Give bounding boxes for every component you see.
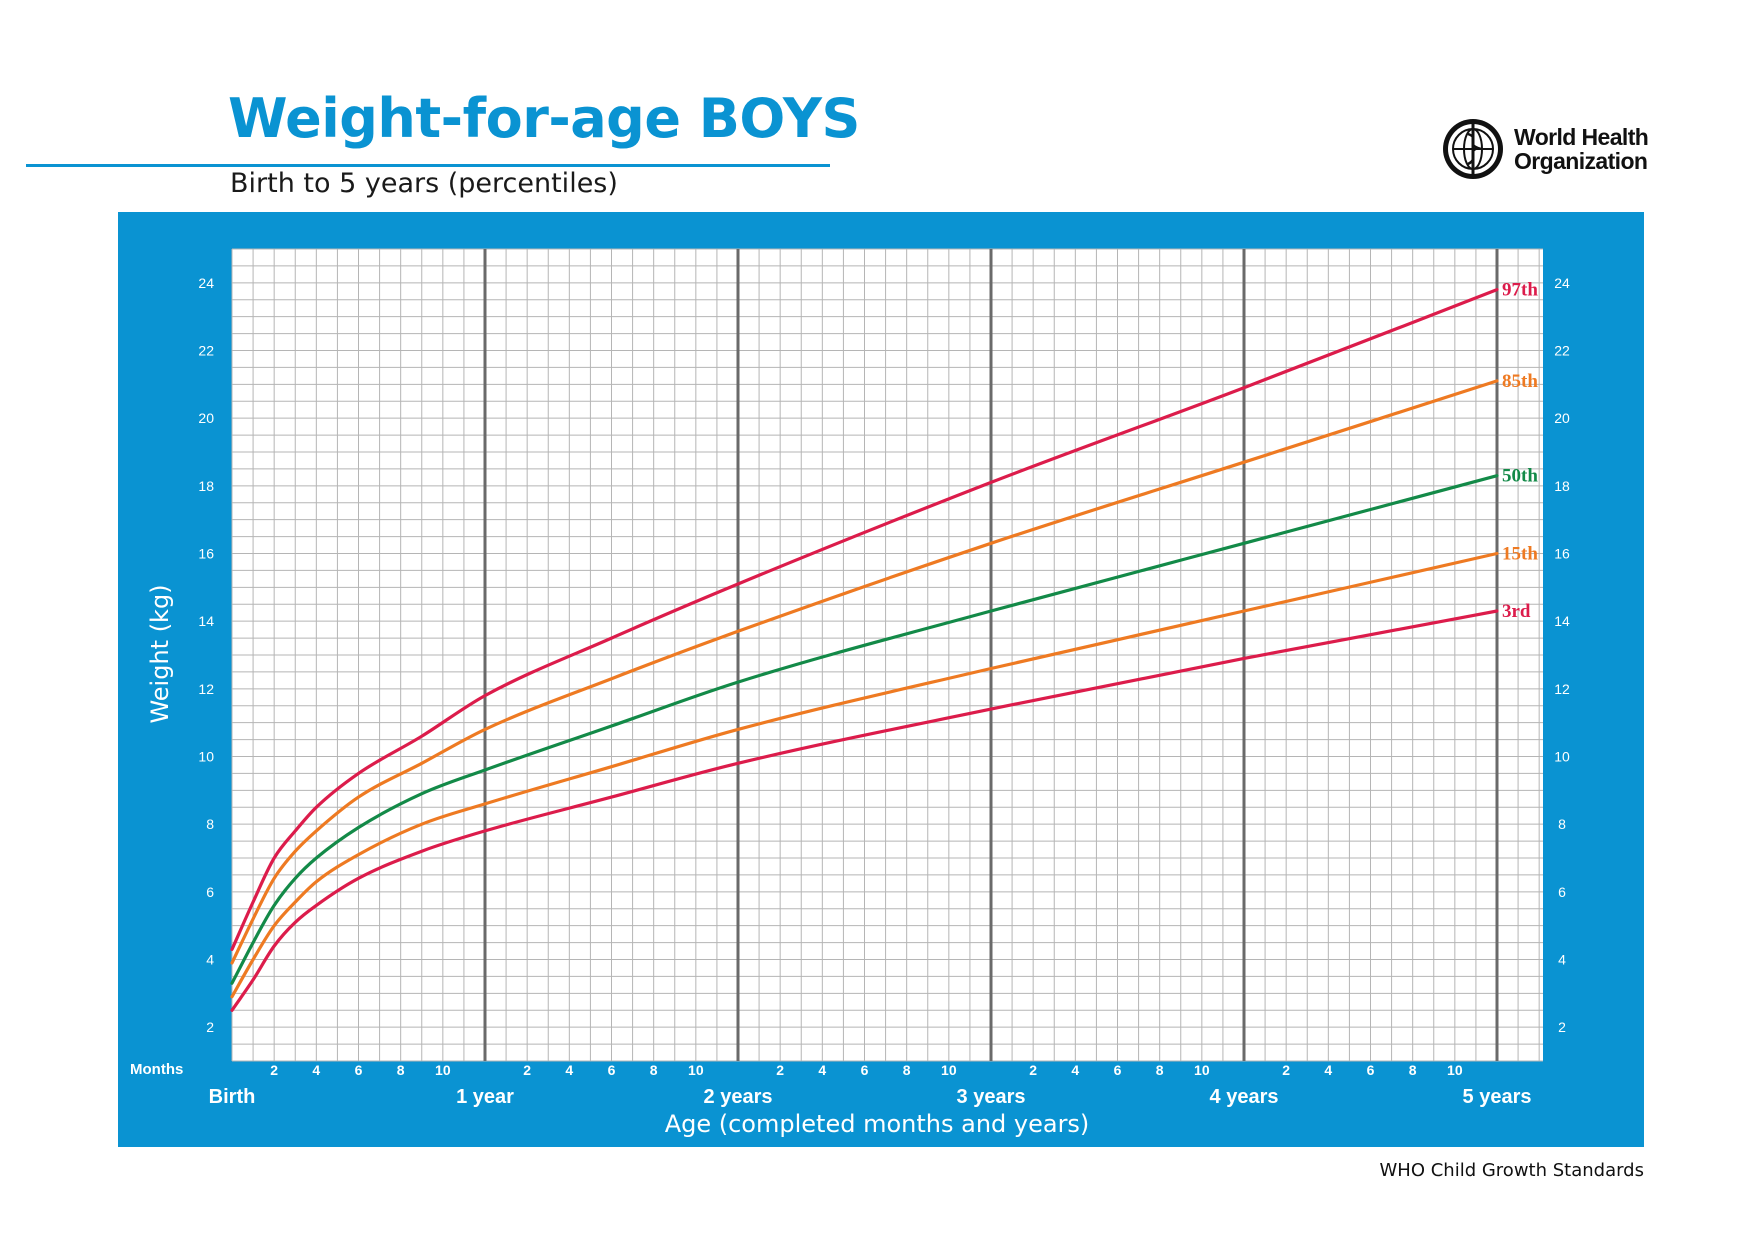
x-tick-label-month: 2 — [1282, 1062, 1290, 1078]
y-tick-label-left: 22 — [198, 343, 214, 359]
y-tick-label-left: 2 — [206, 1019, 214, 1035]
y-axis-label: Weight (kg) — [146, 584, 174, 723]
x-tick-label-month: 8 — [397, 1062, 405, 1078]
x-axis-label: Age (completed months and years) — [665, 1110, 1090, 1138]
x-tick-label-month: 2 — [270, 1062, 278, 1078]
x-tick-label-month: 8 — [1409, 1062, 1417, 1078]
x-tick-label-year: 5 years — [1463, 1086, 1532, 1108]
y-tick-label-left: 16 — [198, 546, 214, 562]
series-line-85th — [230, 379, 1499, 965]
x-tick-label-month: 10 — [1447, 1062, 1463, 1078]
chart-subtitle: Birth to 5 years (percentiles) — [230, 168, 618, 199]
y-tick-label-left: 4 — [206, 952, 214, 968]
series-label-85th: 85th — [1502, 371, 1538, 392]
x-tick-label-month: 4 — [1324, 1062, 1332, 1078]
x-tick-label-month: 10 — [1194, 1062, 1210, 1078]
y-tick-label-left: 24 — [198, 275, 214, 291]
x-tick-label-month: 2 — [776, 1062, 784, 1078]
y-tick-label-right: 4 — [1558, 952, 1566, 968]
x-tick-label-year: 3 years — [957, 1086, 1026, 1108]
x-tick-label-month: 6 — [1114, 1062, 1122, 1078]
series-label-97th: 97th — [1502, 280, 1538, 301]
y-tick-label-right: 6 — [1558, 884, 1566, 900]
series-line-3rd — [230, 609, 1499, 1012]
x-tick-label-month: 4 — [565, 1062, 573, 1078]
x-tick-label-month: 8 — [650, 1062, 658, 1078]
y-tick-label-left: 8 — [206, 816, 214, 832]
chart-title: Weight-for-age BOYS — [228, 87, 860, 150]
series-label-3rd: 3rd — [1502, 601, 1531, 622]
who-logo: World Health Organization — [1440, 116, 1650, 182]
series-line-15th — [230, 551, 1499, 999]
y-tick-label-left: 18 — [198, 478, 214, 494]
x-tick-label-month: 2 — [1029, 1062, 1037, 1078]
x-tick-label-year: 2 years — [704, 1086, 773, 1108]
x-tick-label-month: 8 — [1156, 1062, 1164, 1078]
x-tick-label-month: 10 — [688, 1062, 704, 1078]
x-tick-label-month: 4 — [1071, 1062, 1079, 1078]
x-tick-label-month: 6 — [608, 1062, 616, 1078]
y-tick-label-right: 16 — [1554, 546, 1570, 562]
y-tick-label-left: 14 — [198, 613, 214, 629]
series-label-50th: 50th — [1502, 466, 1538, 487]
x-tick-label-year: Birth — [209, 1086, 256, 1108]
y-tick-label-right: 10 — [1554, 749, 1570, 765]
x-tick-label-month: 10 — [435, 1062, 451, 1078]
who-logo-line2: Organization — [1514, 148, 1648, 174]
x-tick-label-month: 6 — [355, 1062, 363, 1078]
y-tick-label-right: 24 — [1554, 275, 1570, 291]
series-line-50th — [230, 474, 1499, 985]
x-tick-label-month: 2 — [523, 1062, 531, 1078]
who-emblem-icon — [1443, 119, 1503, 179]
series-label-15th: 15th — [1502, 544, 1538, 565]
title-underline — [26, 164, 830, 167]
y-tick-label-right: 18 — [1554, 478, 1570, 494]
x-tick-label-month: 8 — [903, 1062, 911, 1078]
series-line-97th — [230, 288, 1499, 951]
x-tick-label-month: 6 — [1367, 1062, 1375, 1078]
y-tick-label-right: 2 — [1558, 1019, 1566, 1035]
x-tick-label-month: 10 — [941, 1062, 957, 1078]
y-tick-label-right: 20 — [1554, 410, 1570, 426]
months-label: Months — [130, 1061, 183, 1078]
x-tick-label-year: 1 year — [456, 1086, 514, 1108]
y-tick-label-left: 12 — [198, 681, 214, 697]
x-tick-label-month: 6 — [861, 1062, 869, 1078]
x-tick-label-month: 4 — [818, 1062, 826, 1078]
x-tick-label-year: 4 years — [1210, 1086, 1279, 1108]
y-tick-label-right: 22 — [1554, 343, 1570, 359]
y-tick-label-right: 8 — [1558, 816, 1566, 832]
y-tick-label-left: 10 — [198, 749, 214, 765]
y-tick-label-left: 6 — [206, 884, 214, 900]
footer-credit: WHO Child Growth Standards — [1379, 1160, 1645, 1181]
who-logo-text: World Health Organization — [1514, 124, 1649, 174]
who-logo-line1: World Health — [1514, 124, 1649, 150]
y-tick-label-right: 12 — [1554, 681, 1570, 697]
y-tick-label-left: 20 — [198, 410, 214, 426]
y-tick-label-right: 14 — [1554, 613, 1570, 629]
x-tick-label-month: 4 — [312, 1062, 320, 1078]
